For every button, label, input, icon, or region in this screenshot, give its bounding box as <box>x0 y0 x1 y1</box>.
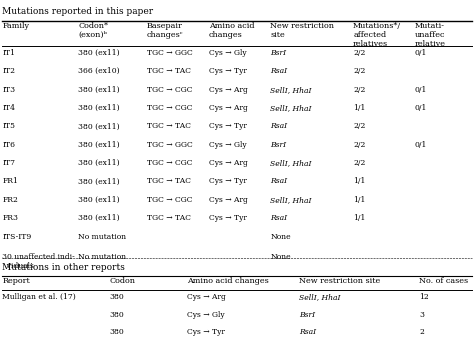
Text: FR2: FR2 <box>2 196 18 204</box>
Text: TGC → GGC: TGC → GGC <box>147 141 193 149</box>
Text: 0/1: 0/1 <box>415 86 427 94</box>
Text: Mulligan et al. (17): Mulligan et al. (17) <box>2 293 76 301</box>
Text: 380 (ex11): 380 (ex11) <box>78 86 120 94</box>
Text: 380 (ex11): 380 (ex11) <box>78 122 120 131</box>
Text: RsaI: RsaI <box>270 177 287 186</box>
Text: SellI, HhaI: SellI, HhaI <box>270 86 312 94</box>
Text: TGC → CGC: TGC → CGC <box>147 159 192 167</box>
Text: RsaI: RsaI <box>270 122 287 131</box>
Text: TGC → CGC: TGC → CGC <box>147 104 192 112</box>
Text: 1/1: 1/1 <box>353 177 365 186</box>
Text: SellI, HhaI: SellI, HhaI <box>270 159 312 167</box>
Text: IT3: IT3 <box>2 86 16 94</box>
Text: 2/2: 2/2 <box>353 122 365 131</box>
Text: Mutati-
unaffec
relative: Mutati- unaffec relative <box>415 22 446 48</box>
Text: TGC → GGC: TGC → GGC <box>147 49 193 57</box>
Text: Cys → Gly: Cys → Gly <box>209 141 246 149</box>
Text: Cys → Tyr: Cys → Tyr <box>209 177 246 186</box>
Text: 380: 380 <box>109 311 124 319</box>
Text: Cys → Arg: Cys → Arg <box>187 293 226 301</box>
Text: FR1: FR1 <box>2 177 18 186</box>
Text: SellI, HhaI: SellI, HhaI <box>299 293 340 301</box>
Text: Cys → Arg: Cys → Arg <box>209 104 247 112</box>
Text: Mutations in other reports: Mutations in other reports <box>2 263 125 272</box>
Text: 380 (ex11): 380 (ex11) <box>78 214 120 222</box>
Text: IT7: IT7 <box>2 159 15 167</box>
Text: Codon: Codon <box>109 277 135 285</box>
Text: TGC → CGC: TGC → CGC <box>147 196 192 204</box>
Text: Cys → Arg: Cys → Arg <box>209 196 247 204</box>
Text: Basepair
changesᶜ: Basepair changesᶜ <box>147 22 183 39</box>
Text: 380 (ex11): 380 (ex11) <box>78 104 120 112</box>
Text: 2/2: 2/2 <box>353 86 365 94</box>
Text: FR3: FR3 <box>2 214 18 222</box>
Text: 380: 380 <box>109 293 124 301</box>
Text: ITS-IT9: ITS-IT9 <box>2 233 32 241</box>
Text: SellI, HhaI: SellI, HhaI <box>270 104 312 112</box>
Text: 3: 3 <box>419 311 425 319</box>
Text: IT1: IT1 <box>2 49 15 57</box>
Text: Amino acid
changes: Amino acid changes <box>209 22 254 39</box>
Text: TGC → TAC: TGC → TAC <box>147 177 191 186</box>
Text: No. of cases: No. of cases <box>419 277 469 285</box>
Text: BsrI: BsrI <box>299 311 315 319</box>
Text: BsrI: BsrI <box>270 141 286 149</box>
Text: Mutations*/
affected
relatives: Mutations*/ affected relatives <box>353 22 401 48</box>
Text: IT2: IT2 <box>2 67 15 75</box>
Text: 0/1: 0/1 <box>415 141 427 149</box>
Text: IT5: IT5 <box>2 122 15 131</box>
Text: 1/1: 1/1 <box>353 196 365 204</box>
Text: Cys → Tyr: Cys → Tyr <box>209 214 246 222</box>
Text: TGC → TAC: TGC → TAC <box>147 214 191 222</box>
Text: No mutation: No mutation <box>78 253 127 261</box>
Text: 30 unaffected indi-
  viduals: 30 unaffected indi- viduals <box>2 253 75 270</box>
Text: New restriction site: New restriction site <box>299 277 380 285</box>
Text: TGC → CGC: TGC → CGC <box>147 86 192 94</box>
Text: SellI, HhaI: SellI, HhaI <box>270 196 312 204</box>
Text: 2/2: 2/2 <box>353 141 365 149</box>
Text: Family: Family <box>2 22 29 30</box>
Text: Cys → Tyr: Cys → Tyr <box>209 67 246 75</box>
Text: Mutations reported in this paper: Mutations reported in this paper <box>2 7 154 16</box>
Text: TGC → TAC: TGC → TAC <box>147 122 191 131</box>
Text: 0/1: 0/1 <box>415 49 427 57</box>
Text: Cys → Tyr: Cys → Tyr <box>209 122 246 131</box>
Text: 1/1: 1/1 <box>353 214 365 222</box>
Text: 380 (ex11): 380 (ex11) <box>78 177 120 186</box>
Text: 366 (ex10): 366 (ex10) <box>78 67 120 75</box>
Text: None: None <box>270 233 291 241</box>
Text: 12: 12 <box>419 293 429 301</box>
Text: New restriction
site: New restriction site <box>270 22 334 39</box>
Text: None: None <box>270 253 291 261</box>
Text: 380 (ex11): 380 (ex11) <box>78 196 120 204</box>
Text: IT4: IT4 <box>2 104 15 112</box>
Text: 2: 2 <box>419 328 424 337</box>
Text: Cys → Arg: Cys → Arg <box>209 159 247 167</box>
Text: Cys → Gly: Cys → Gly <box>209 49 246 57</box>
Text: No mutation: No mutation <box>78 233 127 241</box>
Text: Amino acid changes: Amino acid changes <box>187 277 269 285</box>
Text: 0/1: 0/1 <box>415 104 427 112</box>
Text: Cys → Gly: Cys → Gly <box>187 311 225 319</box>
Text: 1/1: 1/1 <box>353 104 365 112</box>
Text: BsrI: BsrI <box>270 49 286 57</box>
Text: RsaI: RsaI <box>270 67 287 75</box>
Text: 2/2: 2/2 <box>353 49 365 57</box>
Text: 2/2: 2/2 <box>353 159 365 167</box>
Text: 380 (ex11): 380 (ex11) <box>78 141 120 149</box>
Text: Cys → Tyr: Cys → Tyr <box>187 328 225 337</box>
Text: 2/2: 2/2 <box>353 67 365 75</box>
Text: RsaI: RsaI <box>299 328 316 337</box>
Text: TGC → TAC: TGC → TAC <box>147 67 191 75</box>
Text: IT6: IT6 <box>2 141 15 149</box>
Text: Report: Report <box>2 277 30 285</box>
Text: 380: 380 <box>109 328 124 337</box>
Text: Cys → Arg: Cys → Arg <box>209 86 247 94</box>
Text: 380 (ex11): 380 (ex11) <box>78 49 120 57</box>
Text: 380 (ex11): 380 (ex11) <box>78 159 120 167</box>
Text: Codon*
(exon)ᵇ: Codon* (exon)ᵇ <box>78 22 108 39</box>
Text: RsaI: RsaI <box>270 214 287 222</box>
